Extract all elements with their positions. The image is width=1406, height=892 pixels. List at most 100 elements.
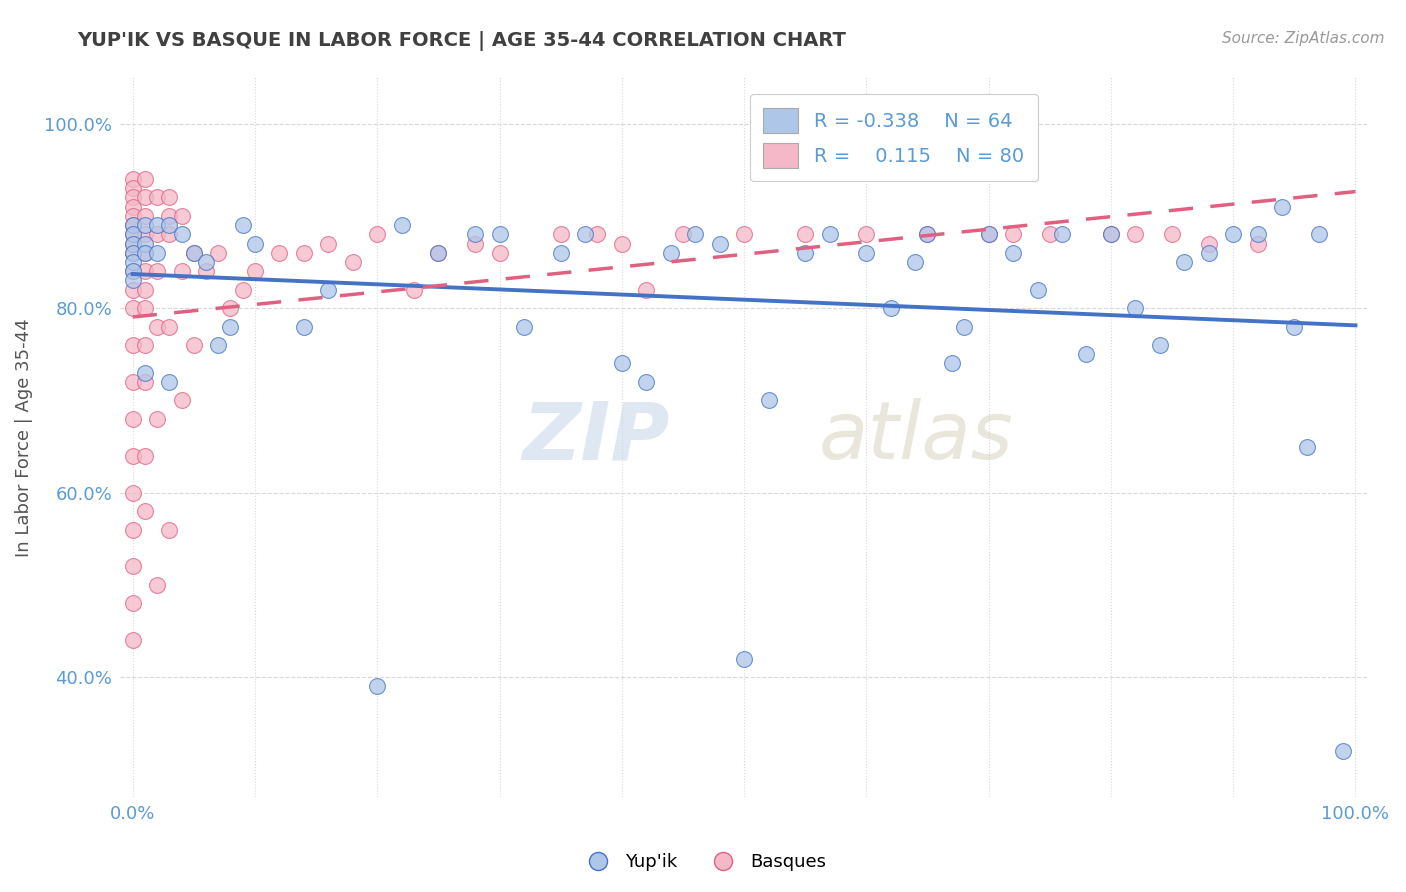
Point — [318, 283, 340, 297]
Point — [183, 245, 205, 260]
Point — [391, 218, 413, 232]
Point — [121, 245, 143, 260]
Point — [1173, 255, 1195, 269]
Point — [121, 181, 143, 195]
Point — [1050, 227, 1073, 242]
Point — [1295, 440, 1317, 454]
Point — [610, 236, 633, 251]
Point — [758, 393, 780, 408]
Point — [219, 319, 242, 334]
Point — [121, 209, 143, 223]
Point — [157, 375, 180, 389]
Point — [121, 283, 143, 297]
Point — [904, 255, 927, 269]
Point — [134, 172, 156, 186]
Point — [121, 449, 143, 463]
Point — [121, 338, 143, 352]
Point — [574, 227, 596, 242]
Point — [207, 245, 229, 260]
Point — [1076, 347, 1098, 361]
Point — [121, 227, 143, 242]
Point — [121, 172, 143, 186]
Point — [134, 283, 156, 297]
Point — [157, 190, 180, 204]
Point — [170, 264, 193, 278]
Point — [157, 218, 180, 232]
Point — [586, 227, 609, 242]
Point — [134, 264, 156, 278]
Point — [1026, 283, 1049, 297]
Point — [292, 319, 315, 334]
Point — [1271, 200, 1294, 214]
Point — [134, 245, 156, 260]
Point — [146, 190, 169, 204]
Point — [157, 523, 180, 537]
Point — [146, 412, 169, 426]
Point — [134, 449, 156, 463]
Point — [121, 264, 143, 278]
Point — [880, 301, 903, 315]
Point — [121, 412, 143, 426]
Point — [917, 227, 939, 242]
Point — [134, 338, 156, 352]
Point — [917, 227, 939, 242]
Point — [672, 227, 695, 242]
Point — [636, 283, 658, 297]
Point — [157, 227, 180, 242]
Point — [134, 301, 156, 315]
Point — [134, 504, 156, 518]
Point — [488, 245, 510, 260]
Point — [121, 255, 143, 269]
Point — [1222, 227, 1244, 242]
Text: ZIP: ZIP — [522, 399, 669, 476]
Point — [121, 559, 143, 574]
Point — [366, 680, 388, 694]
Point — [195, 264, 218, 278]
Point — [733, 651, 755, 665]
Point — [170, 393, 193, 408]
Point — [134, 236, 156, 251]
Point — [146, 264, 169, 278]
Point — [146, 319, 169, 334]
Point — [269, 245, 291, 260]
Legend: Yup'ik, Basques: Yup'ik, Basques — [574, 847, 832, 879]
Point — [121, 375, 143, 389]
Point — [794, 227, 817, 242]
Point — [232, 283, 254, 297]
Point — [170, 227, 193, 242]
Point — [232, 218, 254, 232]
Point — [146, 245, 169, 260]
Point — [1198, 236, 1220, 251]
Point — [1099, 227, 1122, 242]
Point — [941, 356, 963, 370]
Point — [134, 375, 156, 389]
Point — [659, 245, 682, 260]
Point — [1002, 245, 1025, 260]
Point — [121, 245, 143, 260]
Point — [121, 596, 143, 610]
Point — [464, 236, 486, 251]
Point — [427, 245, 450, 260]
Point — [243, 236, 266, 251]
Point — [1331, 744, 1354, 758]
Point — [342, 255, 364, 269]
Point — [977, 227, 1000, 242]
Point — [1002, 227, 1025, 242]
Point — [513, 319, 536, 334]
Point — [121, 236, 143, 251]
Point — [1284, 319, 1306, 334]
Point — [1149, 338, 1171, 352]
Point — [157, 319, 180, 334]
Text: atlas: atlas — [818, 399, 1014, 476]
Point — [1308, 227, 1330, 242]
Point — [550, 245, 572, 260]
Point — [121, 301, 143, 315]
Point — [1099, 227, 1122, 242]
Point — [488, 227, 510, 242]
Point — [610, 356, 633, 370]
Point — [121, 264, 143, 278]
Point — [146, 227, 169, 242]
Legend: R = -0.338    N = 64, R =    0.115    N = 80: R = -0.338 N = 64, R = 0.115 N = 80 — [749, 95, 1038, 181]
Point — [121, 485, 143, 500]
Point — [121, 273, 143, 287]
